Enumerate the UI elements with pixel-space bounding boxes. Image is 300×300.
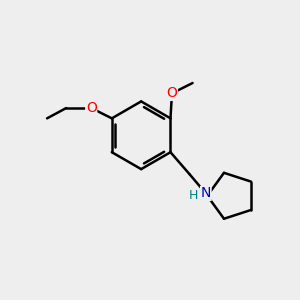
Text: H: H xyxy=(189,189,198,202)
Text: O: O xyxy=(167,86,177,100)
Text: O: O xyxy=(86,101,97,115)
Text: N: N xyxy=(201,186,211,200)
